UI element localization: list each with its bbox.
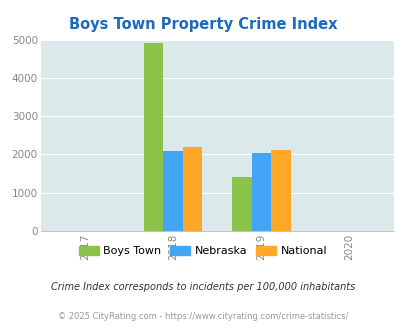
Text: © 2025 CityRating.com - https://www.cityrating.com/crime-statistics/: © 2025 CityRating.com - https://www.city… (58, 312, 347, 321)
Bar (271, 150, 290, 231)
Text: Boys Town Property Crime Index: Boys Town Property Crime Index (68, 16, 337, 31)
Bar (232, 178, 251, 231)
Legend: Boys Town, Nebraska, National: Boys Town, Nebraska, National (74, 242, 331, 261)
Bar (143, 43, 163, 231)
Text: Crime Index corresponds to incidents per 100,000 inhabitants: Crime Index corresponds to incidents per… (51, 282, 354, 292)
Bar (163, 151, 182, 231)
Bar (182, 148, 202, 231)
Bar (251, 152, 271, 231)
